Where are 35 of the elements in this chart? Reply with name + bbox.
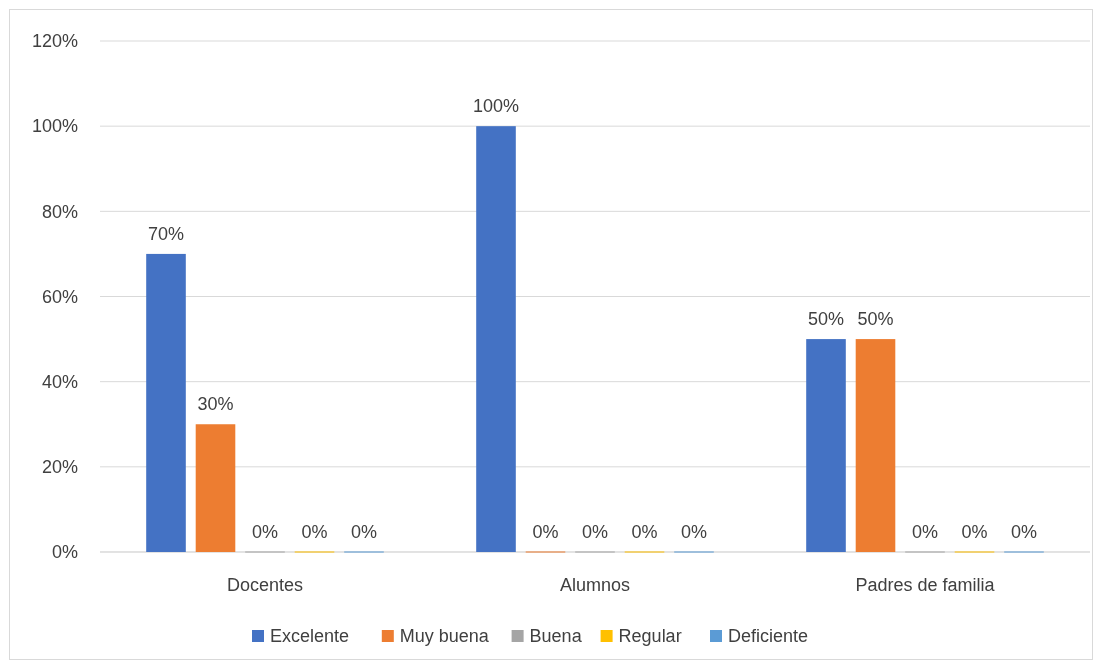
legend-label: Excelente — [270, 626, 350, 647]
data-label: 0% — [961, 522, 988, 542]
y-tick-label: 60% — [41, 286, 78, 307]
data-label: 50% — [857, 309, 894, 330]
data-label: 0% — [680, 522, 708, 542]
legend-label: Deficiente — [728, 626, 809, 647]
data-label: 0% — [1010, 522, 1038, 542]
data-label: 50% — [807, 309, 845, 330]
bar — [806, 339, 846, 552]
data-label: 0% — [532, 522, 559, 542]
data-label: 30% — [197, 394, 234, 415]
x-tick-label: Padres de familia — [855, 575, 996, 596]
bar — [476, 126, 516, 552]
y-tick-label: 20% — [41, 457, 78, 478]
legend-label: Buena — [529, 626, 583, 647]
data-label: 0% — [301, 522, 328, 542]
x-tick-label: Alumnos — [559, 575, 631, 596]
bar — [146, 253, 186, 552]
legend-label: Muy buena — [399, 626, 490, 647]
y-tick-label: 40% — [41, 371, 78, 392]
data-label: 0% — [581, 522, 609, 542]
bar — [195, 424, 236, 552]
x-tick-label: Docentes — [226, 575, 304, 596]
y-tick-label: 0% — [51, 542, 78, 563]
data-label: 70% — [147, 223, 185, 244]
data-label: 100% — [472, 96, 520, 117]
legend-label: Regular — [618, 626, 682, 647]
y-tick-label: 100% — [31, 116, 78, 137]
y-tick-label: 120% — [31, 31, 78, 52]
bar — [855, 339, 896, 552]
data-label: 0% — [350, 522, 378, 542]
data-label: 0% — [911, 522, 939, 542]
data-label: 0% — [251, 522, 279, 542]
data-label: 0% — [631, 522, 658, 542]
y-tick-label: 80% — [41, 201, 78, 222]
